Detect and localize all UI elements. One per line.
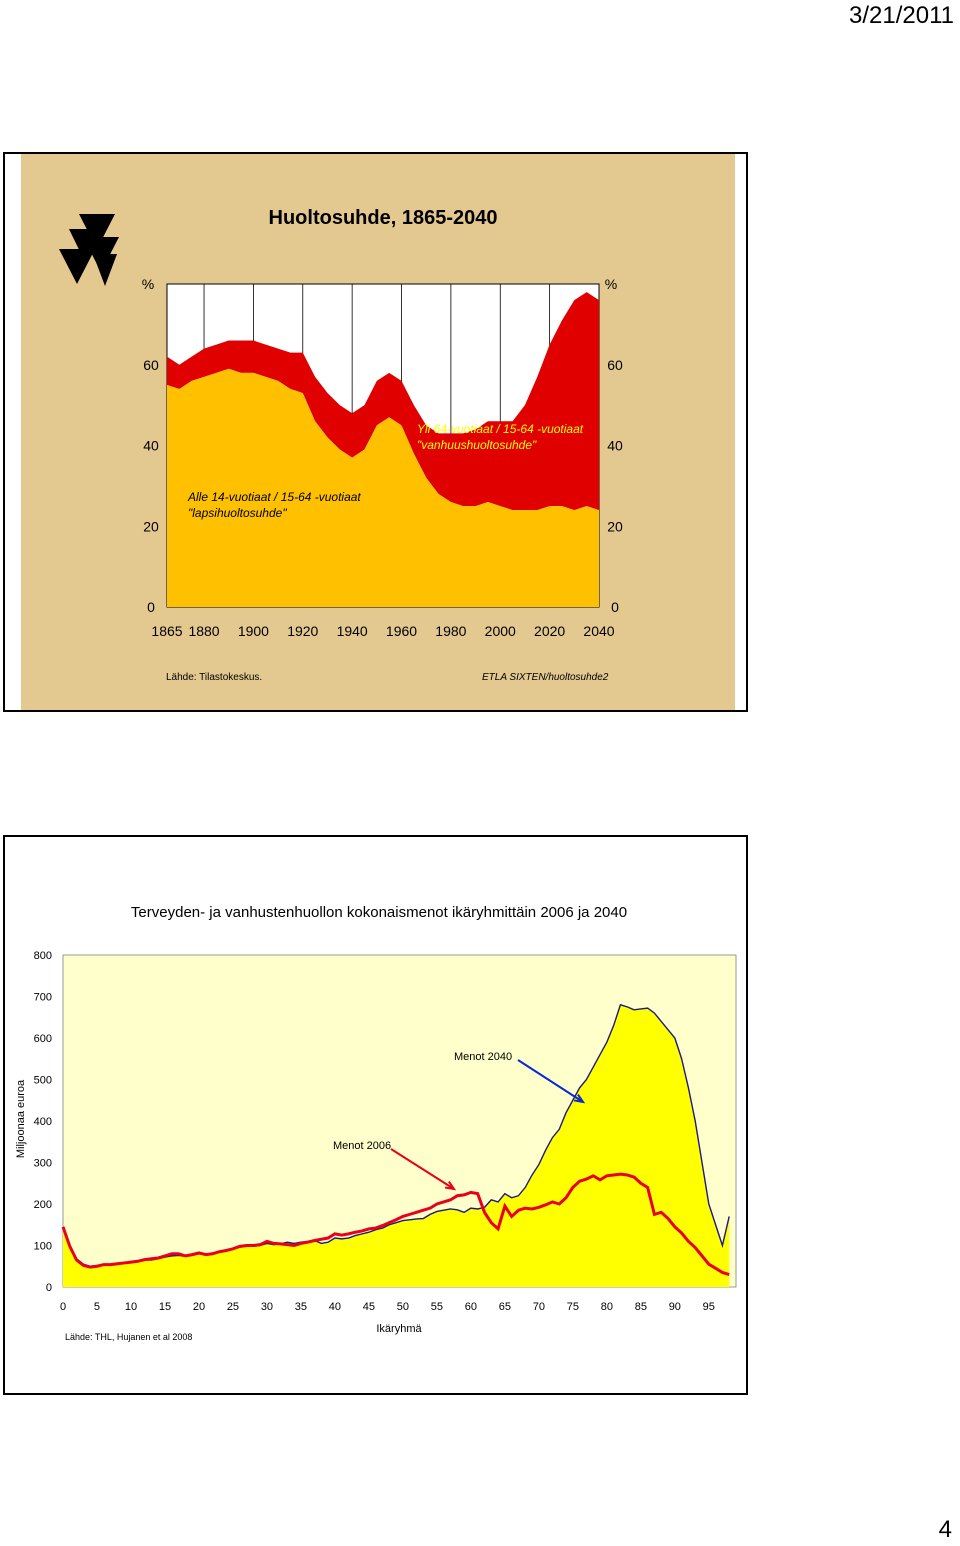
- x-tick-label: 30: [261, 1301, 273, 1313]
- y-tick-label: 600: [34, 1033, 52, 1045]
- x-tick-label: 10: [125, 1301, 137, 1313]
- x-tick-label: 2000: [485, 623, 516, 639]
- area-menot-2040: [63, 1004, 730, 1287]
- annotation-old-line1: Yli 64-vuotiaat / 15-64 -vuotiaat: [417, 422, 584, 436]
- annotations: Yli 64-vuotiaat / 15-64 -vuotiaat "vanhu…: [187, 422, 584, 520]
- y-axis-label-left: %: [142, 276, 154, 292]
- chart-title: Terveyden- ja vanhustenhuollon kokonaism…: [131, 904, 627, 921]
- x-tick-label: 35: [295, 1301, 307, 1313]
- arrow-menot-2006: [390, 1148, 457, 1191]
- y-tick-label: 100: [34, 1241, 52, 1253]
- x-tick-label: 55: [431, 1301, 443, 1313]
- x-tick-label: 1880: [188, 623, 219, 639]
- x-tick-label: 0: [60, 1301, 66, 1313]
- annotation-menot-2040: Menot 2040: [454, 1051, 512, 1063]
- annotation-child-line2: "lapsihuoltosuhde": [188, 506, 287, 520]
- x-tick-label: 15: [159, 1301, 171, 1313]
- x-tick-label: 1900: [238, 623, 269, 639]
- y-tick-label: 700: [34, 992, 52, 1004]
- annotation-menot-2006: Menot 2006: [333, 1140, 391, 1152]
- x-tick-label: 1960: [386, 623, 417, 639]
- annotation-child-line1: Alle 14-vuotiaat / 15-64 -vuotiaat: [187, 490, 361, 504]
- y-tick-label: 200: [34, 1199, 52, 1211]
- y-axis-label: Miljoonaa euroa: [15, 1079, 27, 1158]
- annotation-old-line2: "vanhuushuoltosuhde": [417, 438, 537, 452]
- y-tick-label-right: 20: [607, 518, 623, 534]
- page-number: 4: [938, 1516, 952, 1543]
- y-tick-label: 500: [34, 1075, 52, 1087]
- x-tick-label: 20: [193, 1301, 205, 1313]
- x-tick-label: 1865: [151, 623, 182, 639]
- x-tick-label: 1940: [337, 623, 368, 639]
- y-tick-label: 0: [46, 1282, 52, 1294]
- arrow-menot-2040: [517, 1059, 586, 1104]
- plot-area: 0 100 200 300 400 500 600 700 800 0 5 10 15 20 25 30 35 4…: [34, 950, 737, 1313]
- y-tick-label-right: 60: [607, 357, 623, 373]
- x-tick-label: 2020: [534, 623, 565, 639]
- x-tick-label: 45: [363, 1301, 375, 1313]
- x-tick-label: 65: [499, 1301, 511, 1313]
- x-axis-label: Ikäryhmä: [376, 1323, 422, 1335]
- x-tick-label: 60: [465, 1301, 477, 1313]
- area-lapsihuoltosuhde: [167, 368, 599, 607]
- x-tick-label: 25: [227, 1301, 239, 1313]
- y-tick-label-left: 60: [143, 357, 159, 373]
- area-vanhuushuoltosuhde: [167, 292, 599, 511]
- y-tick-label: 300: [34, 1158, 52, 1170]
- x-tick-label: 95: [703, 1301, 715, 1313]
- y-tick-label: 800: [34, 950, 52, 962]
- y-tick-label-left: 0: [147, 599, 155, 615]
- slide-health-expenditure: Terveyden- ja vanhustenhuollon kokonaism…: [3, 835, 748, 1395]
- source-right: ETLA SIXTEN/huoltosuhde2: [482, 672, 609, 683]
- source-left: Lähde: Tilastokeskus.: [166, 672, 262, 683]
- slide-dependency-ratio: Huoltosuhde, 1865-2040 % % 0 0 20 20 40 40 60 6…: [3, 152, 748, 712]
- x-tick-label: 40: [329, 1301, 341, 1313]
- x-tick-label: 70: [533, 1301, 545, 1313]
- x-tick-label: 90: [669, 1301, 681, 1313]
- line-menot-2040: [62, 1003, 730, 1267]
- x-tick-label: 2040: [583, 623, 614, 639]
- x-tick-label: 80: [601, 1301, 613, 1313]
- x-tick-label: 1980: [435, 623, 466, 639]
- x-tick-label: 5: [94, 1301, 100, 1313]
- y-tick-label: 400: [34, 1116, 52, 1128]
- page-date: 3/21/2011: [849, 2, 954, 29]
- x-tick-label: 85: [635, 1301, 647, 1313]
- health-expenditure-chart: Terveyden- ja vanhustenhuollon kokonaism…: [15, 904, 737, 1342]
- source: Lähde: THL, Hujanen et al 2008: [65, 1332, 192, 1342]
- line-menot-2006: [61, 1172, 730, 1276]
- y-tick-label-left: 20: [143, 518, 159, 534]
- x-tick-label: 50: [397, 1301, 409, 1313]
- y-tick-label-right: 0: [611, 599, 619, 615]
- x-tick-label: 75: [567, 1301, 579, 1313]
- chart-title: Huoltosuhde, 1865-2040: [269, 207, 498, 229]
- y-tick-label-right: 40: [607, 438, 623, 454]
- logo-icon: [59, 214, 119, 286]
- y-tick-label-left: 40: [143, 438, 159, 454]
- y-axis-label-right: %: [605, 276, 617, 292]
- x-tick-label: 1920: [287, 623, 318, 639]
